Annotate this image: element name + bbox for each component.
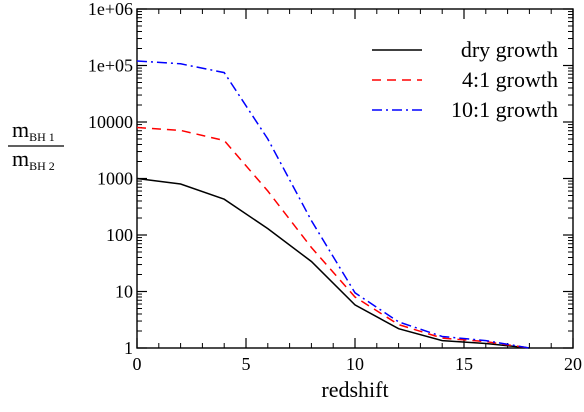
y-tick-label: 1e+06 — [88, 0, 133, 19]
y-axis-label: mBH 1 mBH 2 — [8, 117, 64, 173]
axis-ticks: 0 5 10 15 20 1 10 100 1000 10000 1e+05 1e+06 — [88, 0, 582, 374]
x-tick-label: 20 — [564, 354, 582, 374]
legend: dry growth 4:1 growth 10:1 growth — [372, 37, 558, 122]
x-tick-label: 0 — [133, 354, 142, 374]
y-tick-label: 1 — [124, 338, 133, 358]
series-line-1 — [136, 177, 530, 349]
series-line-3 — [136, 60, 530, 349]
x-tick-label: 10 — [346, 354, 364, 374]
y-label-numerator-sub: BH 1 — [29, 130, 55, 144]
y-tick-label: 100 — [106, 225, 133, 245]
y-tick-label: 1000 — [97, 169, 133, 189]
series-line-2 — [136, 126, 530, 349]
x-axis-label: redshift — [321, 377, 388, 402]
legend-label: 10:1 growth — [451, 97, 558, 122]
y-label-denominator: m — [12, 146, 29, 171]
y-tick-label: 10 — [115, 282, 133, 302]
y-label-numerator: m — [12, 117, 29, 142]
legend-label: dry growth — [461, 37, 558, 62]
y-tick-label: 10000 — [88, 112, 133, 132]
x-tick-label: 5 — [242, 354, 251, 374]
series-lines — [136, 60, 530, 349]
svg-text:mBH 1: mBH 1 — [12, 117, 55, 144]
x-tick-label: 15 — [455, 354, 473, 374]
legend-label: 4:1 growth — [462, 67, 558, 92]
y-tick-label: 1e+05 — [88, 56, 133, 76]
svg-text:mBH 2: mBH 2 — [12, 146, 55, 173]
y-label-denominator-sub: BH 2 — [29, 159, 55, 173]
